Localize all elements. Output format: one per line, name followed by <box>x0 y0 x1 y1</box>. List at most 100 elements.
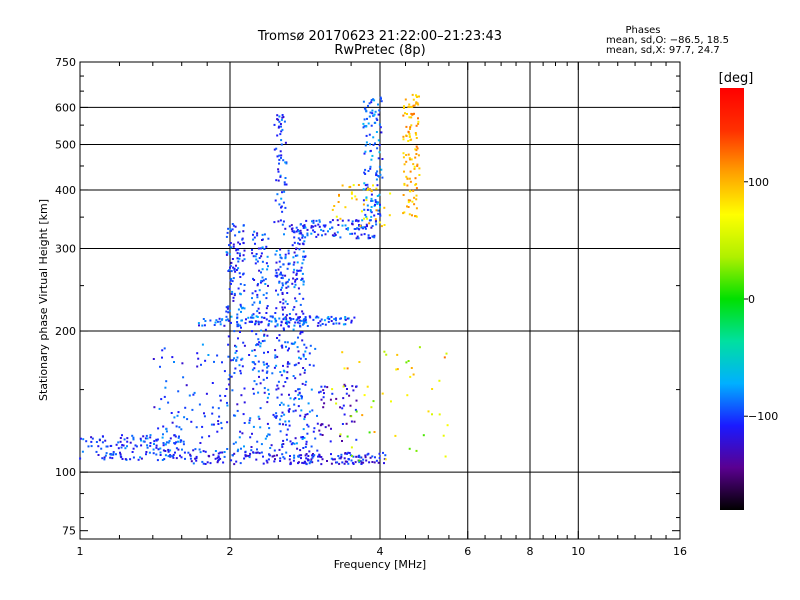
data-point <box>322 396 325 399</box>
data-point <box>167 441 170 444</box>
data-point <box>289 397 292 400</box>
data-point <box>284 341 287 344</box>
data-point <box>265 245 268 248</box>
data-point <box>284 423 287 426</box>
data-point <box>413 167 416 170</box>
data-point <box>308 462 311 465</box>
data-point <box>301 235 304 238</box>
colorbar-gradient <box>720 88 744 510</box>
data-point <box>322 224 325 227</box>
data-point <box>286 280 289 283</box>
data-point <box>367 122 370 125</box>
data-point <box>217 456 220 459</box>
data-point <box>262 361 265 364</box>
data-point <box>162 442 165 444</box>
data-point <box>265 459 268 462</box>
data-point <box>369 165 372 168</box>
data-point <box>310 225 313 228</box>
data-point <box>279 253 282 256</box>
data-point <box>305 321 308 324</box>
data-point <box>363 394 366 397</box>
data-point <box>280 197 283 200</box>
data-point <box>280 345 283 347</box>
data-point <box>277 179 280 182</box>
data-point <box>373 214 376 217</box>
data-point <box>236 313 239 316</box>
data-point <box>276 193 279 196</box>
data-point <box>343 367 346 370</box>
data-point <box>242 341 245 344</box>
data-point <box>412 163 415 166</box>
data-point <box>302 258 305 261</box>
data-point <box>339 406 342 409</box>
data-point <box>296 277 299 280</box>
data-point <box>346 317 349 320</box>
data-point <box>230 282 232 285</box>
data-point <box>278 273 281 276</box>
data-point <box>330 320 333 322</box>
data-point <box>287 285 290 288</box>
data-point <box>139 437 142 440</box>
data-point <box>254 320 257 323</box>
data-point <box>267 237 270 240</box>
data-point <box>307 459 310 462</box>
data-point <box>303 418 306 421</box>
data-point <box>251 297 253 300</box>
data-point <box>279 256 282 259</box>
data-point <box>308 363 311 366</box>
data-point <box>381 158 384 160</box>
data-point <box>258 312 261 314</box>
data-point <box>348 394 351 397</box>
data-point <box>303 224 306 227</box>
data-point <box>403 170 405 173</box>
data-point <box>279 430 282 433</box>
data-point <box>318 219 321 222</box>
data-point <box>369 111 372 114</box>
data-point <box>337 455 340 457</box>
data-point <box>315 315 318 318</box>
data-point <box>402 138 405 141</box>
data-point <box>161 459 164 461</box>
data-point <box>280 288 282 291</box>
data-point <box>239 324 242 327</box>
data-point <box>333 205 336 207</box>
data-point <box>176 414 179 417</box>
data-point <box>298 398 301 400</box>
data-point <box>338 457 341 460</box>
data-point <box>162 449 165 452</box>
data-point <box>179 440 182 443</box>
data-point <box>329 440 332 443</box>
data-point <box>275 179 278 182</box>
data-point <box>310 445 313 448</box>
data-point <box>169 455 172 457</box>
data-point <box>302 319 305 322</box>
data-point <box>202 462 205 465</box>
data-point <box>282 443 285 445</box>
data-point <box>146 446 149 449</box>
data-point <box>341 224 344 227</box>
data-point <box>264 278 267 281</box>
data-point <box>257 307 260 310</box>
data-point <box>304 236 307 239</box>
data-point <box>219 323 222 326</box>
data-point <box>282 439 285 442</box>
data-point <box>292 328 295 331</box>
data-point <box>266 366 269 369</box>
data-point <box>281 445 284 448</box>
data-point <box>226 318 229 321</box>
data-point <box>264 437 267 440</box>
data-point <box>97 445 100 448</box>
data-point <box>217 420 220 423</box>
data-point <box>297 388 300 391</box>
data-point <box>279 219 282 222</box>
data-point <box>298 356 300 359</box>
data-point <box>243 457 246 460</box>
data-point <box>261 246 264 249</box>
data-point <box>373 121 376 124</box>
data-point <box>383 206 386 209</box>
data-point <box>373 461 376 464</box>
data-point <box>280 273 283 276</box>
data-point <box>407 360 410 362</box>
data-point <box>363 182 366 185</box>
